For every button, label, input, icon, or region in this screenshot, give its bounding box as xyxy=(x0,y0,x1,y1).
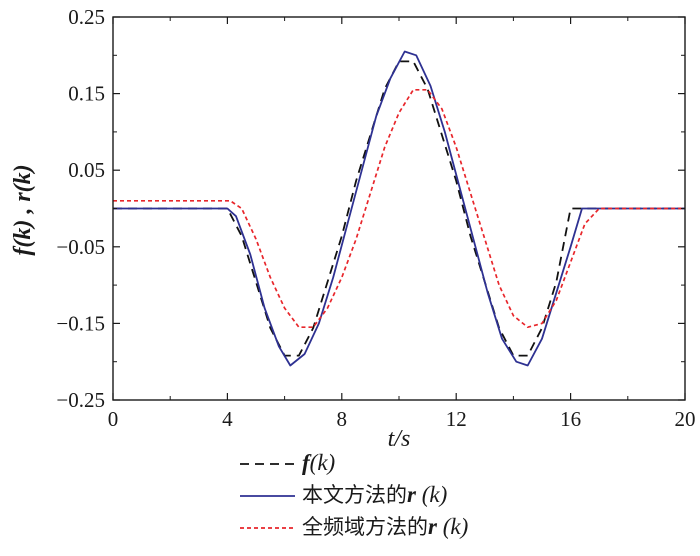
y-tick-labels: 0.25 0.15 0.05 −0.05 −0.15 −0.25 xyxy=(56,5,105,412)
series-3-line xyxy=(113,88,685,329)
x-tick-label: 16 xyxy=(560,407,581,431)
y-tick-label: −0.15 xyxy=(56,311,105,335)
x-tick-label: 20 xyxy=(675,407,696,431)
series-1-line xyxy=(113,60,685,357)
x-tick-label: 8 xyxy=(337,407,348,431)
y-tick-label: −0.05 xyxy=(56,235,105,259)
y-tick-label: −0.25 xyxy=(56,388,105,412)
legend-entry-2: 本文方法的r (k) xyxy=(302,482,447,507)
axis-ticks xyxy=(112,16,686,401)
y-axis-label: f(k) , r(k) xyxy=(10,164,36,255)
legend-entry-1: f(k) xyxy=(302,450,335,475)
y-tick-label: 0.15 xyxy=(68,82,105,106)
y-tick-label: 0.05 xyxy=(68,158,105,182)
x-tick-labels: 0 4 8 12 16 20 xyxy=(108,407,696,431)
plot-marks xyxy=(113,50,685,367)
x-axis-label: t/s xyxy=(388,426,411,452)
legend: f(k) 本文方法的r (k) 全频域方法的r (k) xyxy=(240,450,468,539)
x-tick-label: 4 xyxy=(222,407,233,431)
x-tick-label: 12 xyxy=(446,407,467,431)
series-2-line xyxy=(113,50,685,367)
x-tick-label: 0 xyxy=(108,407,119,431)
y-tick-label: 0.25 xyxy=(68,5,105,29)
legend-entry-3: 全频域方法的r (k) xyxy=(302,514,468,539)
